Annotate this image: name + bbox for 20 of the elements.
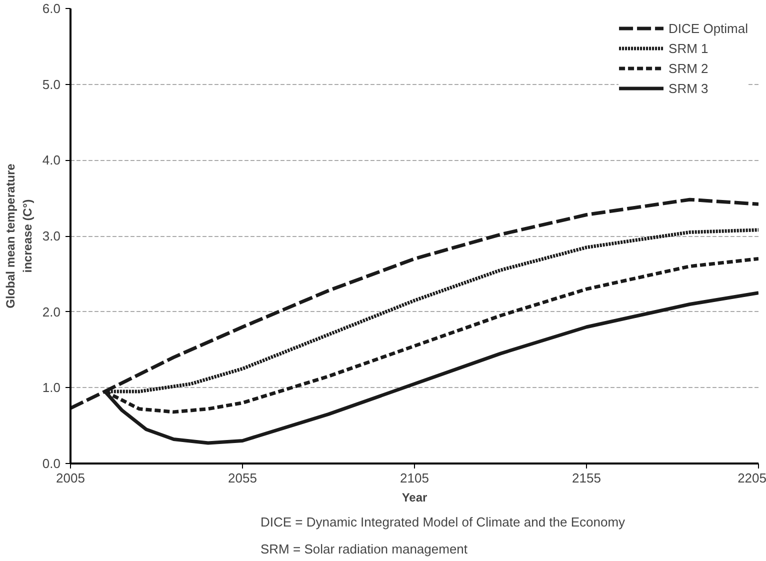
legend-label: SRM 3	[668, 80, 708, 96]
x-tick-label: 2055	[228, 470, 257, 486]
y-tick-label: 1.0	[42, 380, 61, 396]
legend-label: DICE Optimal	[668, 20, 748, 36]
x-tick-label: 2205	[738, 470, 766, 486]
y-tick-label: 3.0	[42, 228, 61, 244]
x-tick-label: 2005	[56, 470, 85, 486]
y-axis-title: Global mean temperature increase (C°)	[4, 163, 34, 308]
y-tick-label: 6.0	[42, 1, 61, 16]
x-axis-title: Year	[402, 490, 428, 504]
x-tick-label: 2155	[572, 470, 601, 486]
y-tick-label: 4.0	[42, 152, 61, 168]
text: DICE = Dynamic Integrated Model of Climate and the Economy	[260, 514, 626, 530]
text: SRM = Solar radiation management	[260, 542, 468, 556]
legend-label: SRM 2	[668, 60, 708, 76]
y-tick-label: 2.0	[42, 304, 61, 320]
y-tick-label: 5.0	[42, 76, 61, 92]
x-tick-label: 2105	[400, 470, 429, 486]
y-tick-label: 0.0	[42, 456, 61, 471]
legend-label: SRM 1	[668, 40, 708, 56]
